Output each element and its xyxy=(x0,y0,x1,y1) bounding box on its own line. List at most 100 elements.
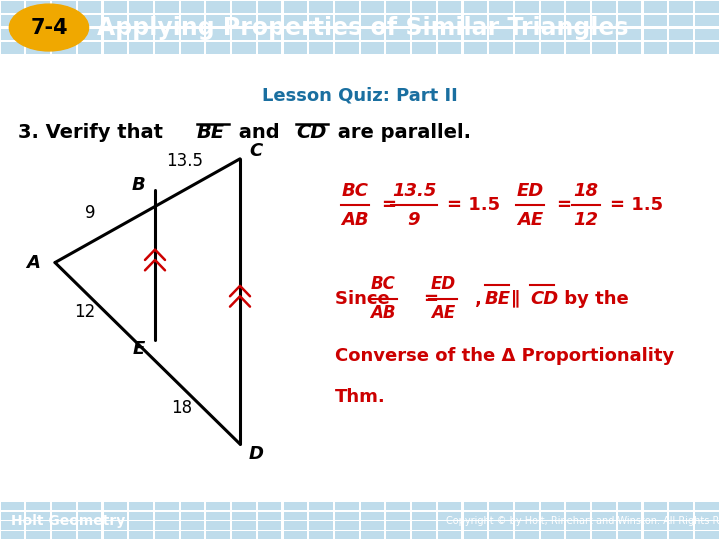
Text: ∥: ∥ xyxy=(511,290,520,308)
Bar xyxy=(618,511,642,520)
Bar xyxy=(181,511,204,520)
Bar xyxy=(52,521,76,530)
Bar xyxy=(207,43,230,54)
Bar xyxy=(515,29,539,40)
Text: 13.5: 13.5 xyxy=(392,182,436,200)
Bar xyxy=(695,511,719,520)
Bar xyxy=(670,511,693,520)
Bar xyxy=(515,1,539,12)
Text: A: A xyxy=(26,254,40,272)
Text: Applying Properties of Similar Triangles: Applying Properties of Similar Triangles xyxy=(97,16,629,39)
Text: = 1.5: = 1.5 xyxy=(447,197,500,214)
Bar xyxy=(78,1,102,12)
Text: CD: CD xyxy=(530,290,558,308)
Bar xyxy=(387,521,410,530)
Bar xyxy=(232,511,256,520)
Bar xyxy=(104,511,127,520)
Bar xyxy=(1,531,24,539)
Bar xyxy=(284,15,307,26)
Bar xyxy=(670,521,693,530)
Bar xyxy=(567,531,590,539)
Bar xyxy=(155,1,179,12)
Bar xyxy=(335,502,359,510)
Bar xyxy=(490,511,513,520)
Bar xyxy=(258,531,282,539)
Bar xyxy=(181,43,204,54)
Text: BE: BE xyxy=(485,290,511,308)
Bar xyxy=(78,502,102,510)
Text: Lesson Quiz: Part II: Lesson Quiz: Part II xyxy=(262,86,458,104)
Bar xyxy=(387,511,410,520)
Bar xyxy=(52,43,76,54)
Bar xyxy=(387,1,410,12)
Bar xyxy=(412,15,436,26)
Bar xyxy=(644,1,667,12)
Text: 12: 12 xyxy=(74,303,96,321)
Text: and: and xyxy=(232,123,287,141)
Bar xyxy=(232,15,256,26)
Text: B: B xyxy=(132,176,146,194)
Text: =: = xyxy=(381,197,396,214)
Bar xyxy=(52,1,76,12)
Bar xyxy=(155,15,179,26)
Bar xyxy=(335,15,359,26)
Bar xyxy=(284,502,307,510)
Bar xyxy=(130,511,153,520)
Bar xyxy=(670,29,693,40)
Text: CD: CD xyxy=(296,123,326,141)
Bar xyxy=(644,511,667,520)
Bar xyxy=(155,531,179,539)
Text: Copyright © by Holt, Rinehart and Winston. All Rights Reserved.: Copyright © by Holt, Rinehart and Winsto… xyxy=(446,516,720,525)
Bar xyxy=(567,511,590,520)
Bar xyxy=(592,502,616,510)
Bar xyxy=(335,1,359,12)
Bar xyxy=(258,29,282,40)
Bar xyxy=(27,502,50,510)
Text: Converse of the Δ Proportionality: Converse of the Δ Proportionality xyxy=(335,347,674,365)
Bar xyxy=(541,521,564,530)
Bar xyxy=(258,521,282,530)
Bar xyxy=(695,502,719,510)
Bar xyxy=(52,15,76,26)
Bar xyxy=(361,511,384,520)
Bar xyxy=(1,511,24,520)
Bar xyxy=(438,29,462,40)
Bar xyxy=(104,521,127,530)
Text: = 1.5: = 1.5 xyxy=(610,197,663,214)
Bar xyxy=(207,511,230,520)
Bar xyxy=(695,29,719,40)
Bar xyxy=(464,1,487,12)
Text: ED: ED xyxy=(516,182,544,200)
Bar xyxy=(104,1,127,12)
Bar xyxy=(232,521,256,530)
Bar xyxy=(104,29,127,40)
Bar xyxy=(438,15,462,26)
Bar xyxy=(644,43,667,54)
Bar xyxy=(258,511,282,520)
Bar xyxy=(1,15,24,26)
Bar xyxy=(567,15,590,26)
Bar xyxy=(592,1,616,12)
Bar xyxy=(592,521,616,530)
Bar xyxy=(155,521,179,530)
Bar xyxy=(27,29,50,40)
Bar xyxy=(310,531,333,539)
Bar xyxy=(335,531,359,539)
Bar xyxy=(1,502,24,510)
Bar xyxy=(438,502,462,510)
Bar xyxy=(310,43,333,54)
Text: E: E xyxy=(133,340,145,357)
Bar xyxy=(464,521,487,530)
Bar xyxy=(232,1,256,12)
Bar xyxy=(515,531,539,539)
Text: 18: 18 xyxy=(574,182,598,200)
Bar xyxy=(27,521,50,530)
Bar xyxy=(618,29,642,40)
Bar xyxy=(258,43,282,54)
Bar xyxy=(155,43,179,54)
Bar xyxy=(52,502,76,510)
Bar xyxy=(78,521,102,530)
Bar xyxy=(490,15,513,26)
Bar xyxy=(464,15,487,26)
Bar xyxy=(78,511,102,520)
